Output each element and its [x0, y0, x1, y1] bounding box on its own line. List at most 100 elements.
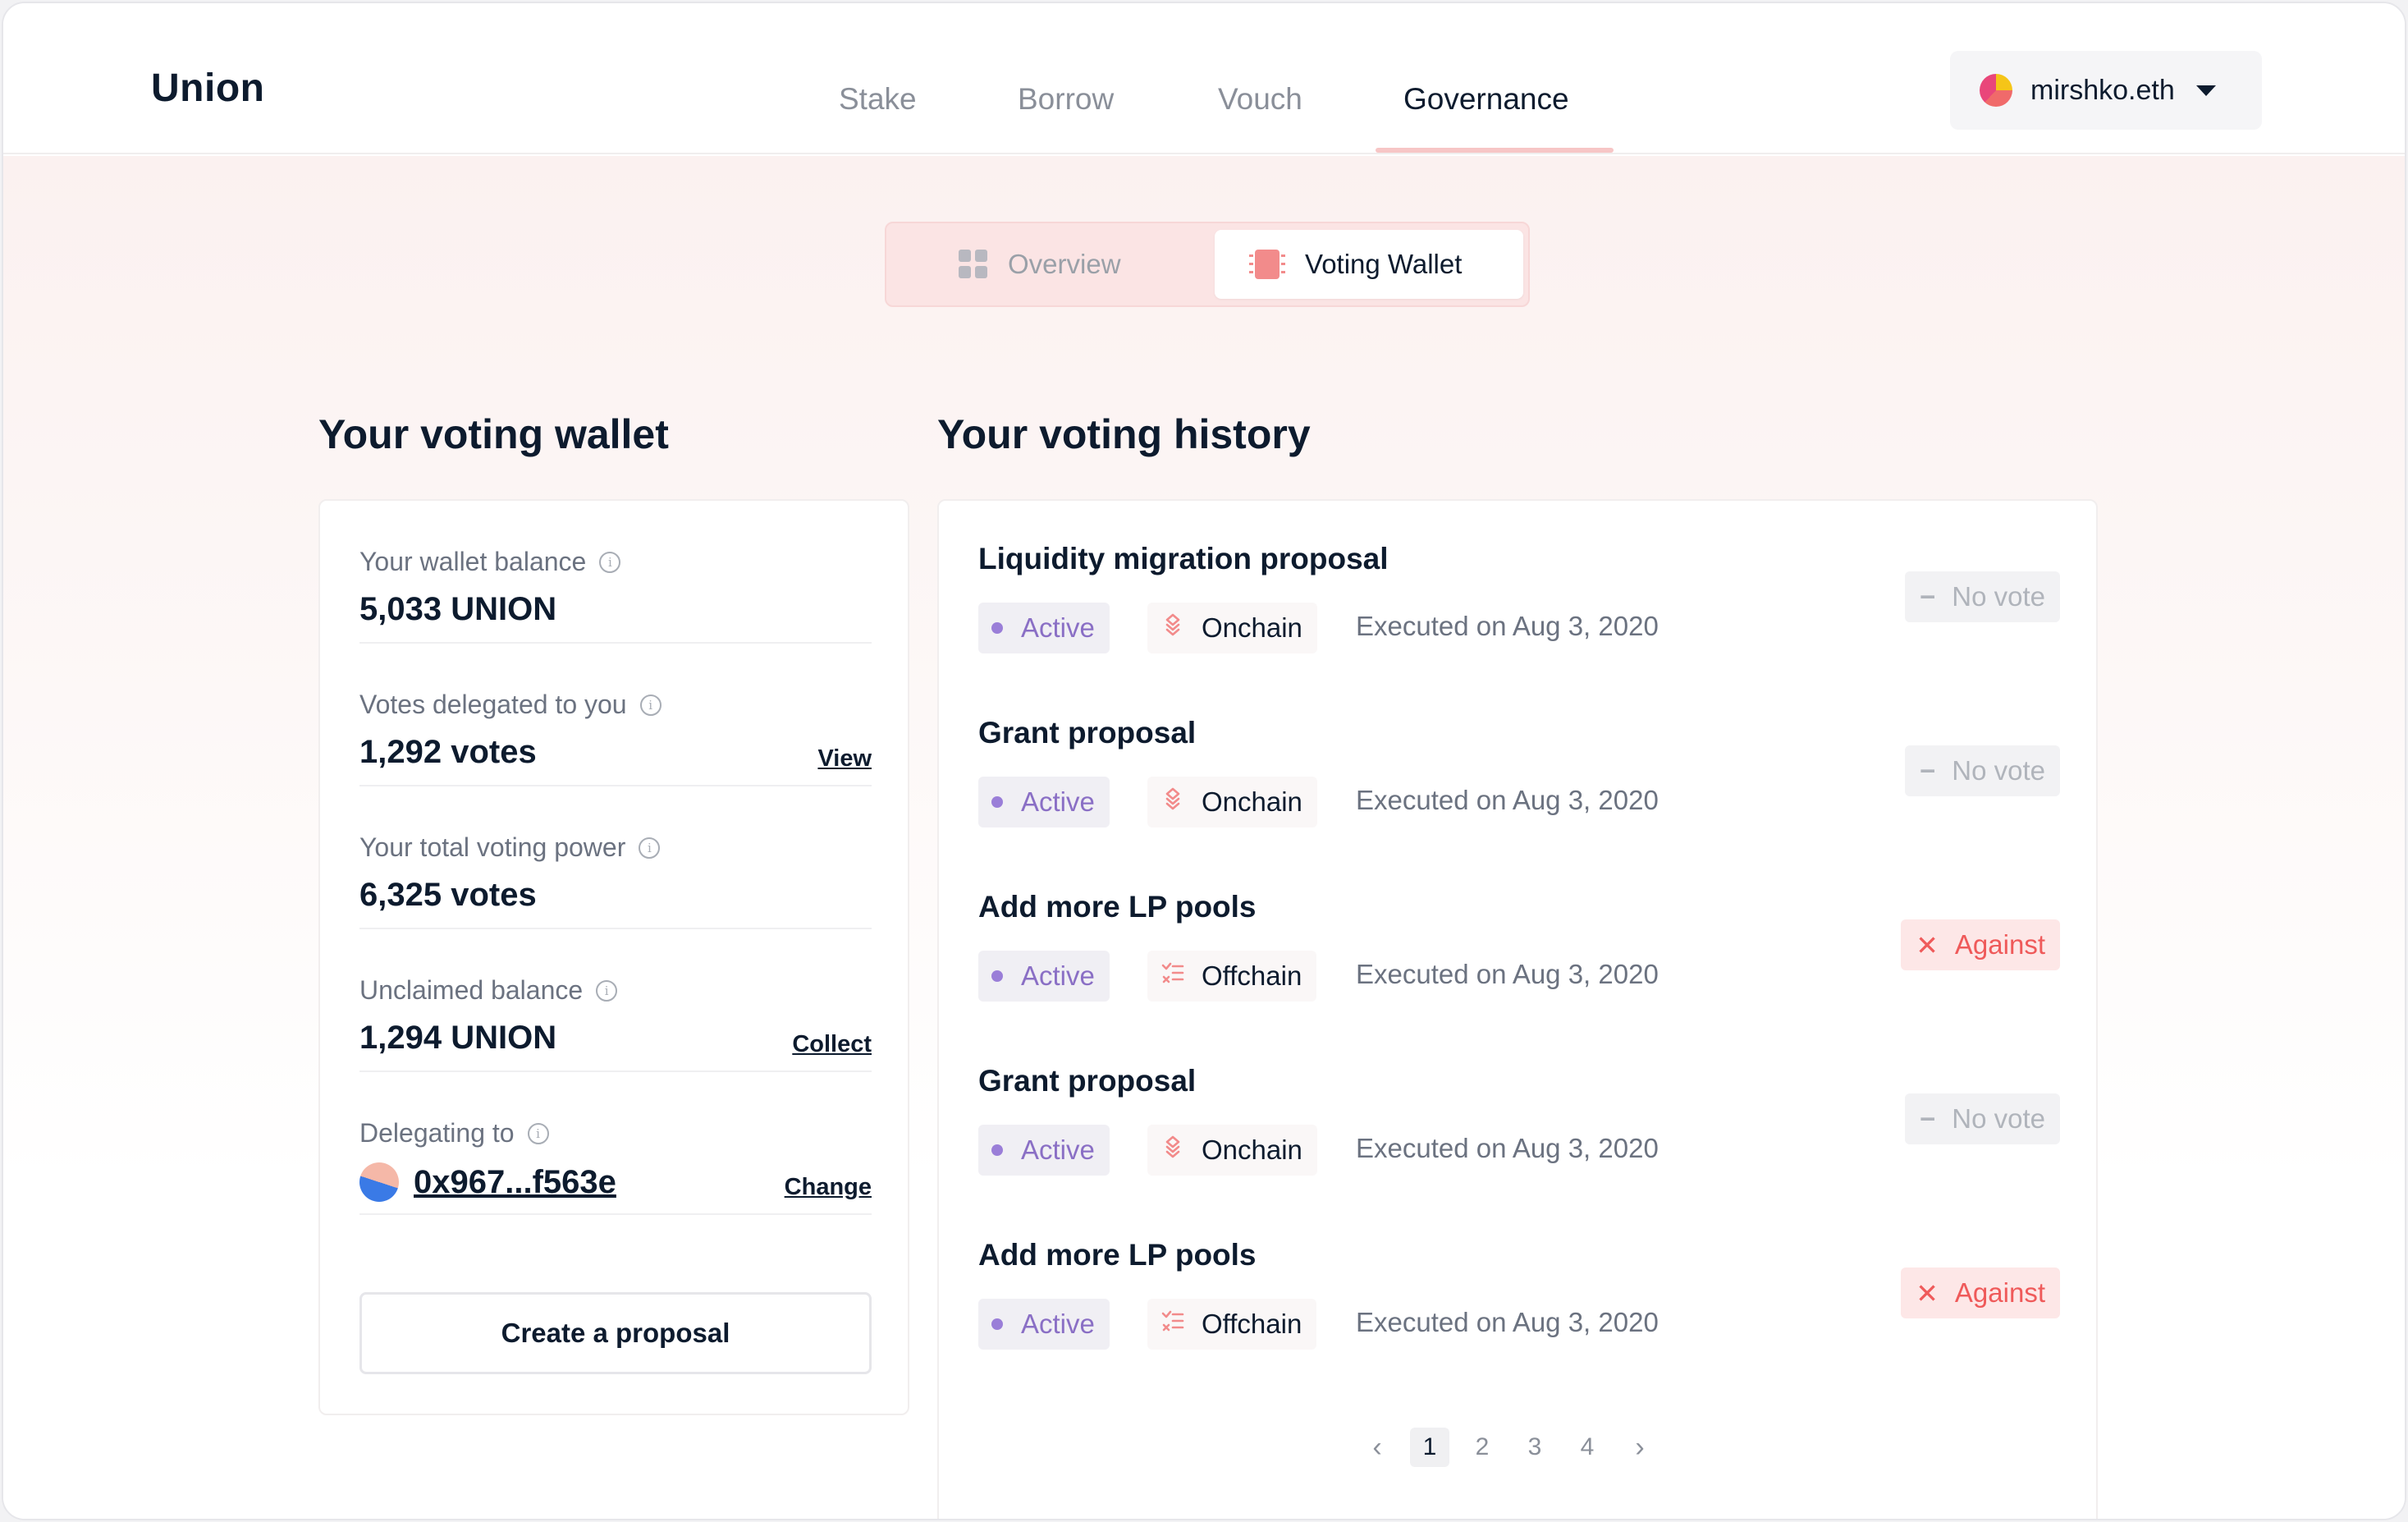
row-label: Votes delegated to you i — [359, 690, 662, 720]
proposal-title[interactable]: Add more LP pools — [978, 1238, 1257, 1272]
executed-date: Executed on Aug 3, 2020 — [1356, 785, 1659, 815]
create-proposal-button[interactable]: Create a proposal — [359, 1292, 872, 1374]
delegate-address-link[interactable]: 0x967...f563e — [414, 1163, 616, 1200]
chain-label: Onchain — [1202, 1135, 1302, 1165]
status-badge: Active — [978, 603, 1110, 653]
chain-badge: Offchain — [1147, 951, 1317, 1002]
grid-icon — [959, 250, 988, 279]
onchain-icon — [1161, 786, 1202, 818]
status-badge: Active — [978, 951, 1110, 1002]
toggle-voting-wallet[interactable]: Voting Wallet — [1215, 230, 1523, 299]
main-content: Overview Voting Wallet Your voting walle… — [3, 156, 2405, 1519]
toggle-overview-label: Overview — [1008, 249, 1121, 279]
account-menu-button[interactable]: mirshko.eth — [1950, 51, 2262, 130]
chain-badge: Onchain — [1147, 777, 1317, 827]
nav-tab-borrow[interactable]: Borrow — [1018, 82, 1115, 116]
minus-icon: − — [1919, 581, 1936, 612]
vote-badge: − No vote — [1904, 571, 2060, 622]
proposal-title[interactable]: Grant proposal — [978, 716, 1197, 750]
wallet-balance-value: 5,033 UNION — [359, 591, 557, 627]
status-label: Active — [1021, 786, 1095, 817]
vote-label: Against — [1954, 929, 2045, 960]
proposal-row[interactable]: Add more LP pools Active Offchain Executed … — [978, 849, 2060, 1023]
total-voting-power-row: Your total voting power i 6,325 votes — [359, 786, 872, 929]
collect-link[interactable]: Collect — [792, 1031, 872, 1057]
delegating-to-row: Delegating to i 0x967...f563e Change — [359, 1072, 872, 1215]
pagination: ‹ 1 2 3 4 › — [1357, 1427, 1673, 1468]
close-icon: ✕ — [1916, 1277, 1939, 1309]
wallet-balance-row: Your wallet balance i 5,033 UNION — [359, 501, 872, 644]
nav-tab-vouch[interactable]: Vouch — [1218, 82, 1302, 116]
vote-label: No vote — [1952, 1103, 2045, 1134]
vote-label: Against — [1954, 1277, 2045, 1308]
vote-badge: − No vote — [1904, 1093, 2060, 1144]
executed-date: Executed on Aug 3, 2020 — [1356, 959, 1659, 989]
voting-history-card: Liquidity migration proposal Active Onchai… — [937, 499, 2098, 1519]
delegate-address: 0x967...f563e — [359, 1162, 616, 1202]
status-dot-icon — [991, 796, 1003, 808]
page-4[interactable]: 4 — [1580, 1433, 1595, 1460]
nav-tab-stake[interactable]: Stake — [839, 82, 917, 116]
total-voting-power-value: 6,325 votes — [359, 877, 537, 913]
vote-label: No vote — [1952, 755, 2045, 786]
executed-date: Executed on Aug 3, 2020 — [1356, 1307, 1659, 1337]
toggle-overview[interactable]: Overview — [959, 230, 1121, 299]
onchain-icon — [1161, 612, 1202, 644]
chain-badge: Offchain — [1147, 1299, 1317, 1350]
close-icon: ✕ — [1916, 929, 1939, 960]
status-label: Active — [1021, 960, 1095, 991]
status-dot-icon — [991, 1144, 1003, 1156]
votes-delegated-row: Votes delegated to you i 1,292 votes View — [359, 644, 872, 786]
chain-label: Offchain — [1202, 1309, 1302, 1339]
info-icon[interactable]: i — [596, 979, 618, 1002]
view-delegators-link[interactable]: View — [817, 745, 872, 772]
minus-icon: − — [1919, 1103, 1936, 1134]
proposal-row[interactable]: Liquidity migration proposal Active Onchai… — [978, 501, 2060, 675]
executed-date: Executed on Aug 3, 2020 — [1356, 1133, 1659, 1163]
row-label: Unclaimed balance i — [359, 975, 618, 1006]
chevron-right-icon[interactable]: › — [1635, 1431, 1645, 1463]
proposal-row[interactable]: Grant proposal Active Onchain Executed on A… — [978, 1023, 2060, 1197]
page-3[interactable]: 3 — [1527, 1433, 1542, 1460]
offchain-icon — [1161, 1309, 1202, 1340]
offchain-icon — [1161, 960, 1202, 992]
vote-badge: ✕ Against — [1901, 919, 2060, 970]
toggle-voting-wallet-label: Voting Wallet — [1305, 249, 1463, 279]
status-badge: Active — [978, 1299, 1110, 1350]
active-tab-indicator — [1376, 148, 1614, 153]
page-1[interactable]: 1 — [1410, 1428, 1449, 1467]
chain-badge: Onchain — [1147, 603, 1317, 653]
history-section-title: Your voting history — [937, 411, 1311, 457]
info-icon[interactable]: i — [639, 837, 661, 859]
info-icon[interactable]: i — [527, 1122, 549, 1144]
info-icon[interactable]: i — [639, 694, 662, 716]
proposal-row[interactable]: Grant proposal Active Onchain Executed on A… — [978, 675, 2060, 849]
vote-badge: − No vote — [1904, 745, 2060, 796]
onchain-icon — [1161, 1135, 1202, 1166]
vote-label: No vote — [1952, 581, 2045, 612]
proposal-title[interactable]: Grant proposal — [978, 1064, 1197, 1098]
wallet-section-title: Your voting wallet — [318, 411, 669, 457]
status-badge: Active — [978, 777, 1110, 827]
status-dot-icon — [991, 622, 1003, 634]
union-logo[interactable]: Union — [151, 66, 265, 110]
change-delegate-link[interactable]: Change — [784, 1174, 872, 1200]
chain-label: Offchain — [1202, 960, 1302, 991]
info-icon[interactable]: i — [599, 551, 621, 573]
page-2[interactable]: 2 — [1475, 1433, 1490, 1460]
votes-delegated-value: 1,292 votes — [359, 734, 537, 770]
proposal-row[interactable]: Add more LP pools Active Offchain Executed … — [978, 1197, 2060, 1371]
nav-tab-governance[interactable]: Governance — [1403, 82, 1569, 116]
voting-wallet-card: Your wallet balance i 5,033 UNION Votes d… — [318, 499, 909, 1415]
status-badge: Active — [978, 1125, 1110, 1176]
row-label: Your total voting power i — [359, 832, 661, 863]
proposal-title[interactable]: Add more LP pools — [978, 890, 1257, 924]
view-toggle: Overview Voting Wallet — [885, 222, 1530, 307]
proposal-title[interactable]: Liquidity migration proposal — [978, 542, 1389, 575]
executed-date: Executed on Aug 3, 2020 — [1356, 611, 1659, 641]
chevron-left-icon[interactable]: ‹ — [1372, 1431, 1382, 1463]
account-avatar — [1980, 74, 2012, 107]
status-label: Active — [1021, 1135, 1095, 1165]
chip-icon — [1249, 248, 1285, 281]
